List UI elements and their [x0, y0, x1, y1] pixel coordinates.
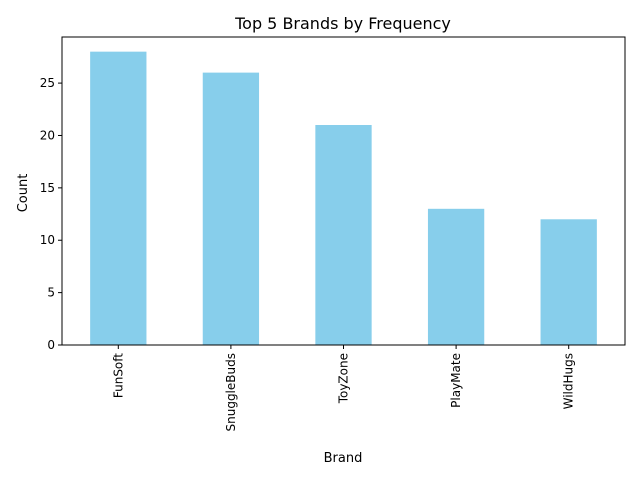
x-axis-label: Brand [324, 451, 363, 466]
x-tick-label: SnuggleBuds [224, 353, 238, 432]
plot-frame [61, 36, 626, 346]
chart-title: Top 5 Brands by Frequency [234, 14, 451, 33]
bar-toyzone [315, 125, 372, 345]
y-tick-label: 10 [40, 233, 55, 247]
bar-funsoft [90, 51, 147, 346]
x-tick-label: FunSoft [111, 353, 125, 398]
bars-layer [90, 51, 597, 346]
bar-snugglebuds [202, 72, 260, 345]
x-axis-ticks: FunSoft SnuggleBuds ToyZone PlayMate WildHug… [111, 345, 576, 432]
bar-playmate [427, 208, 485, 345]
y-tick-label: 15 [40, 181, 55, 195]
y-tick-label: 0 [47, 338, 55, 352]
x-tick-label: PlayMate [449, 353, 463, 408]
y-axis-label: Count [16, 174, 31, 213]
y-axis-ticks: 0 5 10 15 20 25 [40, 76, 62, 352]
y-tick-label: 5 [47, 286, 55, 300]
bar-wildhugs [540, 219, 597, 345]
x-tick-label: ToyZone [337, 353, 351, 404]
x-tick-label: WildHugs [562, 353, 576, 409]
y-tick-label: 20 [40, 128, 55, 142]
y-tick-label: 25 [40, 76, 55, 90]
